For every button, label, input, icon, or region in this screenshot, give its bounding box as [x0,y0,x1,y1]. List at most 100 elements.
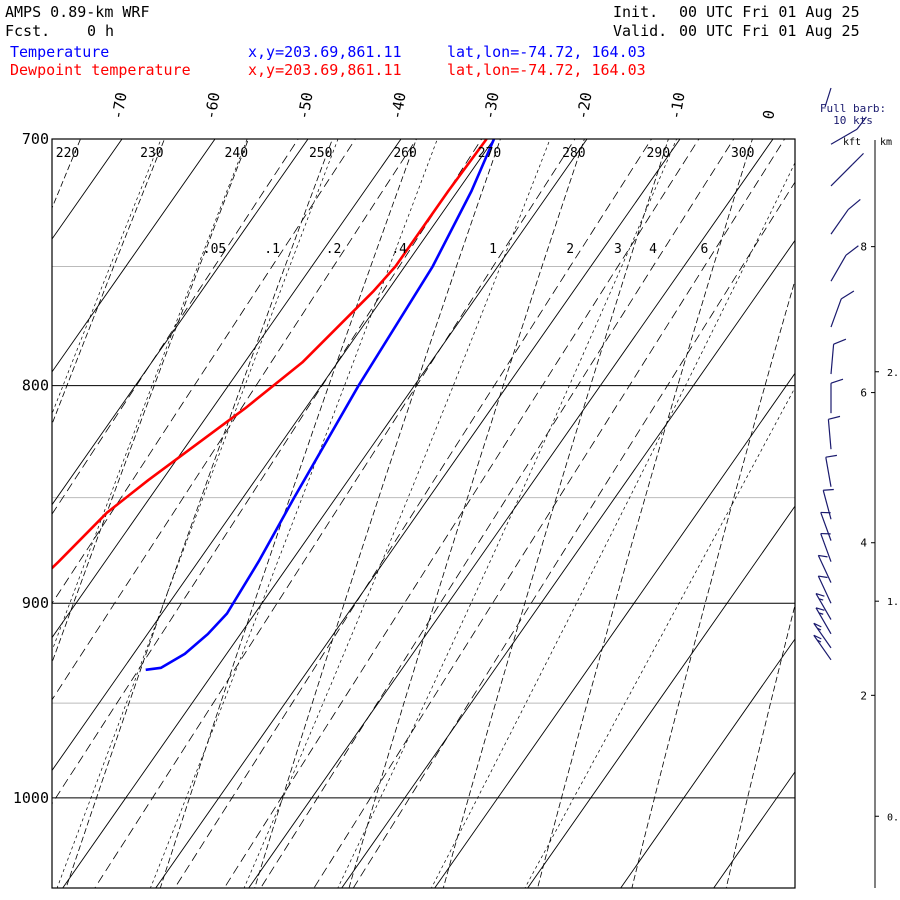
isotherm-tick-label: -60 [201,91,223,121]
dry-adiabat-label: 250 [309,146,332,161]
dry-adiabat-line [725,603,795,888]
dry-adiabat-label: 270 [478,146,501,161]
pressure-tick-label: 700 [22,130,49,148]
wind-barb-staff [830,254,847,282]
barb-legend-sample [824,87,832,108]
wind-barb-staff [820,512,832,541]
isotherm-tick-label: -10 [666,91,688,121]
mixing-ratio-label: .1 [264,242,280,257]
barb-legend-line2: 10 kts [833,114,873,127]
mixing-ratio-line [174,139,652,888]
wind-barb-half-flag [816,639,822,643]
wind-barb-staff [813,634,832,661]
dry-adiabat-label: 240 [225,146,248,161]
legend-temperature-latlon: lat,lon=-74.72, 164.03 [447,43,646,61]
isotherm-line [155,139,681,888]
mixing-ratio-line [94,139,576,888]
isotherm-line [52,139,309,506]
wind-barb-staff [817,555,832,583]
wind-barb-flag [845,245,859,256]
wind-barb-flag [840,290,855,300]
wind-barb-flag [823,488,834,491]
wind-barb-group [813,87,867,661]
wind-barb-staff [817,575,832,604]
mixing-ratio-label: .2 [326,242,342,257]
wind-barb-flag [833,338,847,345]
mixing-ratio-line [52,139,356,605]
isotherm-line [0,139,29,888]
wind-barb-flag [813,634,822,640]
km-tick-label: 0. [887,812,899,823]
mixing-ratio-label: 4 [649,242,657,257]
moist-adiabat-line [52,139,162,415]
isotherm-line [52,139,123,240]
isotherm-line [248,139,774,888]
dry-adiabat-line [537,139,753,888]
wind-barb-flag [847,198,861,211]
temperature-profile-line [145,139,496,672]
wind-barb-half-flag [818,612,824,615]
wind-barb-half-flag [818,598,824,601]
pressure-tick-label: 900 [22,594,49,612]
dry-adiabat-label: 220 [56,146,79,161]
wind-barb-staff [825,457,832,487]
legend-dewpoint-xy: x,y=203.69,861.11 [248,61,402,79]
isotherm-tick-label: -70 [108,91,130,121]
wind-barb-staff [822,490,832,520]
km-tick-label: 1. [887,597,899,608]
moist-adiabat-line [52,139,248,652]
mixing-ratio-label: 2 [566,242,574,257]
dry-adiabat-label: 280 [562,146,585,161]
wind-barb-staff [827,419,832,450]
km-tick-label: 2. [887,368,899,379]
isotherm-line [434,372,795,888]
moist-adiabat-line [431,161,795,888]
forecast-label: Fcst. [5,22,51,40]
isotherm-tick-label: 0 [759,109,778,121]
valid-label: Valid. [613,22,668,40]
model-title: AMPS 0.89-km WRF [5,3,150,21]
wind-barb-staff [813,622,832,649]
kft-tick-label: 2 [860,689,867,702]
kft-tick-label: 8 [860,241,867,254]
pressure-tick-label: 1000 [13,789,49,807]
dry-adiabat-line [631,278,795,888]
wind-barb-flag [815,593,825,597]
wind-barb-staff [820,533,832,562]
moist-adiabat-line [150,139,438,888]
wind-barb-flag [815,607,825,611]
mixing-ratio-line [223,139,700,888]
wind-barb-flag [856,116,867,130]
mixing-ratio-line [260,139,735,888]
legend-temperature-name: Temperature [10,43,110,61]
km-axis-label: km [880,137,892,148]
moist-adiabat-line [524,386,795,888]
mixing-ratio-line [52,139,483,805]
init-label: Init. [613,3,659,21]
dry-adiabat-line [159,139,417,888]
moist-adiabat-line [56,139,339,888]
dry-adiabat-line [52,139,81,210]
wind-barb-staff [815,593,832,620]
isotherm-line [620,638,795,888]
mixing-ratio-label: 1 [489,242,497,257]
dry-adiabat-line [348,139,585,888]
dewpoint-profile-line [52,139,488,570]
forecast-value: 0 h [87,22,115,40]
wind-barb-staff [830,209,849,235]
moist-adiabat-line [337,139,677,888]
legend-dewpoint-name: Dewpoint temperature [10,61,191,79]
dry-adiabat-line [254,139,501,888]
kft-tick-label: 4 [860,537,867,550]
kft-axis-label: kft [843,137,861,148]
mixing-ratio-line [52,139,299,515]
isotherm-line [52,139,216,373]
mixing-ratio-label: 6 [700,242,708,257]
pressure-tick-label: 800 [22,377,49,395]
dry-adiabat-label: 260 [393,146,416,161]
dry-adiabat-line [52,139,249,664]
isotherm-line [62,139,588,888]
wind-barb-half-flag [816,627,822,631]
